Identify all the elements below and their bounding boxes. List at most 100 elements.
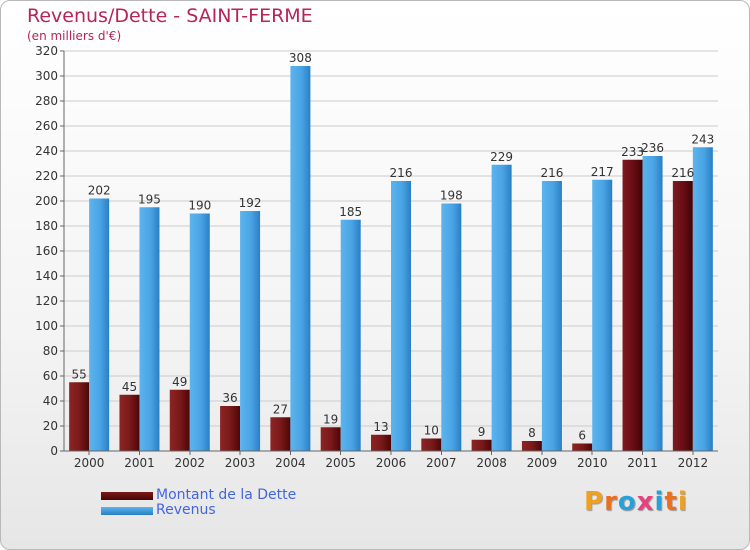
logo-letter: t xyxy=(664,487,678,517)
bar-revenus-2003 xyxy=(240,211,261,451)
bar-revenus-2012 xyxy=(692,147,713,451)
y-tick-label: 40 xyxy=(43,394,58,408)
bar-dette-2010 xyxy=(572,443,593,451)
x-tick-label-2012: 2012 xyxy=(678,456,709,470)
bar-revenus-2010 xyxy=(592,179,613,451)
x-tick-label-2007: 2007 xyxy=(426,456,457,470)
y-axis: 0 20 40 60 80 100 120 140 160 180 200 220 240 260 280 3… xyxy=(35,44,65,458)
x-tick-label-2008: 2008 xyxy=(476,456,507,470)
x-tick-label-2000: 2000 xyxy=(74,456,105,470)
bar-dette-2002 xyxy=(169,389,190,451)
bar-dette-2000 xyxy=(69,382,90,451)
data-label-dette-2009: 8 xyxy=(528,426,536,440)
y-tick-label: 60 xyxy=(43,369,58,383)
x-tick-label-2002: 2002 xyxy=(174,456,205,470)
bar-revenus-2011 xyxy=(642,156,663,451)
data-label-revenus-2003: 192 xyxy=(239,196,262,210)
data-label-revenus-2004: 308 xyxy=(289,51,312,65)
y-tick-label: 140 xyxy=(35,269,58,283)
logo-letter: i xyxy=(677,487,688,517)
legend-label-dette: Montant de la Dette xyxy=(156,487,297,503)
legend-swatch-dette xyxy=(101,492,153,500)
bar-dette-2012 xyxy=(672,181,693,451)
bar-dette-2008 xyxy=(471,439,492,451)
bar-revenus-2004 xyxy=(290,66,311,451)
data-label-dette-2000: 55 xyxy=(72,367,87,381)
x-tick-label-2004: 2004 xyxy=(275,456,306,470)
bar-revenus-2009 xyxy=(541,181,562,451)
y-tick-label: 100 xyxy=(35,319,58,333)
data-label-revenus-2008: 229 xyxy=(490,150,513,164)
data-label-revenus-2012: 243 xyxy=(691,132,714,146)
logo-letter: x xyxy=(636,487,655,517)
data-label-revenus-2001: 195 xyxy=(138,192,161,206)
bar-revenus-2001 xyxy=(139,207,160,451)
y-tick-label: 0 xyxy=(50,444,58,458)
x-tick-label-2003: 2003 xyxy=(225,456,256,470)
x-tick-label-2011: 2011 xyxy=(627,456,658,470)
y-tick-label: 80 xyxy=(43,344,58,358)
y-tick-label: 260 xyxy=(35,119,58,133)
data-label-revenus-2007: 198 xyxy=(440,189,463,203)
logo-letter: P xyxy=(584,487,605,517)
bar-revenus-2002 xyxy=(189,213,210,451)
bar-dette-2009 xyxy=(521,441,542,451)
proxiti-logo: Proxiti xyxy=(584,487,688,517)
data-label-revenus-2005: 185 xyxy=(339,205,362,219)
y-tick-label: 200 xyxy=(35,194,58,208)
bar-dette-2006 xyxy=(371,434,391,451)
y-tick-label: 280 xyxy=(35,94,58,108)
x-axis: 2000 2001 2002 2003 2004 2005 2006 2007 2008 2009… xyxy=(64,450,718,470)
data-label-revenus-2002: 190 xyxy=(188,199,211,213)
chart-subtitle: (en milliers d'€) xyxy=(27,29,122,43)
x-tick-label-2001: 2001 xyxy=(124,456,155,470)
data-label-dette-2010: 6 xyxy=(578,429,586,443)
bar-revenus-2008 xyxy=(491,164,512,451)
data-label-dette-2008: 9 xyxy=(478,425,486,439)
data-label-dette-2002: 49 xyxy=(172,375,187,389)
logo-letter: r xyxy=(604,487,618,517)
data-label-dette-2003: 36 xyxy=(222,391,237,405)
logo-letter: o xyxy=(617,487,637,517)
bar-dette-2003 xyxy=(220,406,241,451)
bar-revenus-2007 xyxy=(441,203,462,451)
bar-dette-2005 xyxy=(320,427,341,451)
data-label-dette-2012: 216 xyxy=(671,166,694,180)
chart-title: Revenus/Dette - SAINT-FERME xyxy=(27,5,313,27)
data-label-dette-2001: 45 xyxy=(122,380,137,394)
data-label-revenus-2000: 202 xyxy=(88,184,111,198)
y-tick-label: 160 xyxy=(35,244,58,258)
legend-label-revenus: Revenus xyxy=(156,502,216,518)
bar-revenus-2000 xyxy=(89,198,110,451)
bar-revenus-2005 xyxy=(340,219,361,451)
data-label-revenus-2009: 216 xyxy=(540,166,563,180)
y-tick-label: 240 xyxy=(35,144,58,158)
x-tick-label-2010: 2010 xyxy=(577,456,608,470)
data-label-dette-2006: 13 xyxy=(373,420,388,434)
y-tick-label: 300 xyxy=(35,69,58,83)
data-label-dette-2005: 19 xyxy=(323,412,338,426)
y-tick-label: 20 xyxy=(43,419,58,433)
data-label-dette-2007: 10 xyxy=(424,424,439,438)
x-tick-label-2006: 2006 xyxy=(376,456,407,470)
data-label-dette-2011: 233 xyxy=(621,145,644,159)
y-tick-label: 180 xyxy=(35,219,58,233)
bar-revenus-2006 xyxy=(391,181,411,451)
data-label-revenus-2011: 236 xyxy=(641,141,664,155)
bar-dette-2001 xyxy=(119,394,140,451)
data-label-dette-2004: 27 xyxy=(273,402,288,416)
logo-letter: i xyxy=(654,487,665,517)
legend-swatch-revenus xyxy=(101,507,153,515)
data-label-revenus-2006: 216 xyxy=(390,166,413,180)
data-label-revenus-2010: 217 xyxy=(591,165,614,179)
bar-dette-2011 xyxy=(622,159,643,451)
y-tick-label: 120 xyxy=(35,294,58,308)
x-tick-label-2005: 2005 xyxy=(325,456,356,470)
bar-dette-2007 xyxy=(421,438,442,451)
bars xyxy=(69,66,713,451)
x-tick-label-2009: 2009 xyxy=(527,456,558,470)
y-tick-label: 320 xyxy=(35,44,58,58)
y-tick-label: 220 xyxy=(35,169,58,183)
